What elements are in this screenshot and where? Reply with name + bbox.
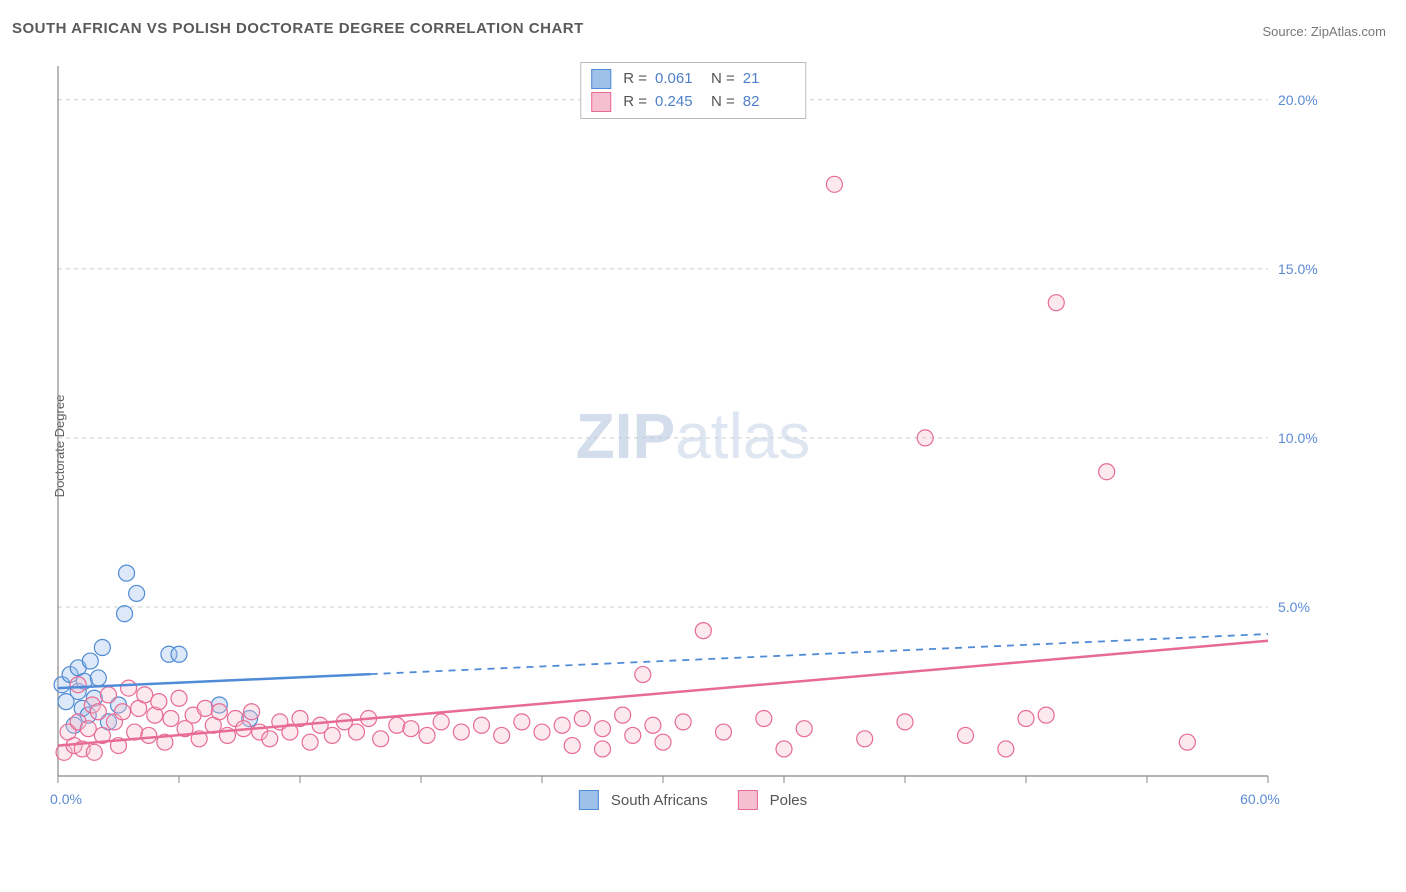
source-attribution: Source: ZipAtlas.com [1262, 24, 1386, 39]
chart-svg: 5.0% 10.0% 15.0% 20.0% 0.0% 60.0% [48, 56, 1338, 816]
svg-text:20.0%: 20.0% [1278, 92, 1318, 108]
n-value-1: 82 [743, 91, 791, 114]
stats-row-1: R = 0.245 N = 82 [591, 91, 791, 114]
legend-label-0: South Africans [611, 792, 708, 809]
chart-title: SOUTH AFRICAN VS POLISH DOCTORATE DEGREE… [12, 20, 584, 37]
chart-container: { "title": "SOUTH AFRICAN VS POLISH DOCT… [0, 0, 1406, 892]
svg-text:10.0%: 10.0% [1278, 430, 1318, 446]
legend-item-1: Poles [738, 790, 808, 810]
n-label: N = [711, 91, 735, 114]
r-value-0: 0.061 [655, 68, 703, 91]
series-legend: South Africans Poles [579, 790, 807, 810]
stats-row-0: R = 0.061 N = 21 [591, 68, 791, 91]
source-prefix: Source: [1262, 24, 1310, 39]
legend-swatch-1 [738, 790, 758, 810]
legend-item-0: South Africans [579, 790, 708, 810]
r-value-1: 0.245 [655, 91, 703, 114]
svg-text:0.0%: 0.0% [50, 791, 82, 807]
source-link[interactable]: ZipAtlas.com [1311, 24, 1386, 39]
r-label: R = [623, 91, 647, 114]
svg-text:60.0%: 60.0% [1240, 791, 1280, 807]
r-label: R = [623, 68, 647, 91]
svg-text:15.0%: 15.0% [1278, 261, 1318, 277]
plot-area: ZIPatlas 5.0%10.0%15.0%20.0%0.0%60.0% R … [48, 56, 1338, 816]
n-label: N = [711, 68, 735, 91]
swatch-series-1 [591, 92, 611, 112]
n-value-0: 21 [743, 68, 791, 91]
stats-legend: R = 0.061 N = 21 R = 0.245 N = 82 [580, 62, 806, 119]
swatch-series-0 [591, 69, 611, 89]
legend-swatch-0 [579, 790, 599, 810]
legend-label-1: Poles [770, 792, 808, 809]
svg-text:5.0%: 5.0% [1278, 599, 1310, 615]
